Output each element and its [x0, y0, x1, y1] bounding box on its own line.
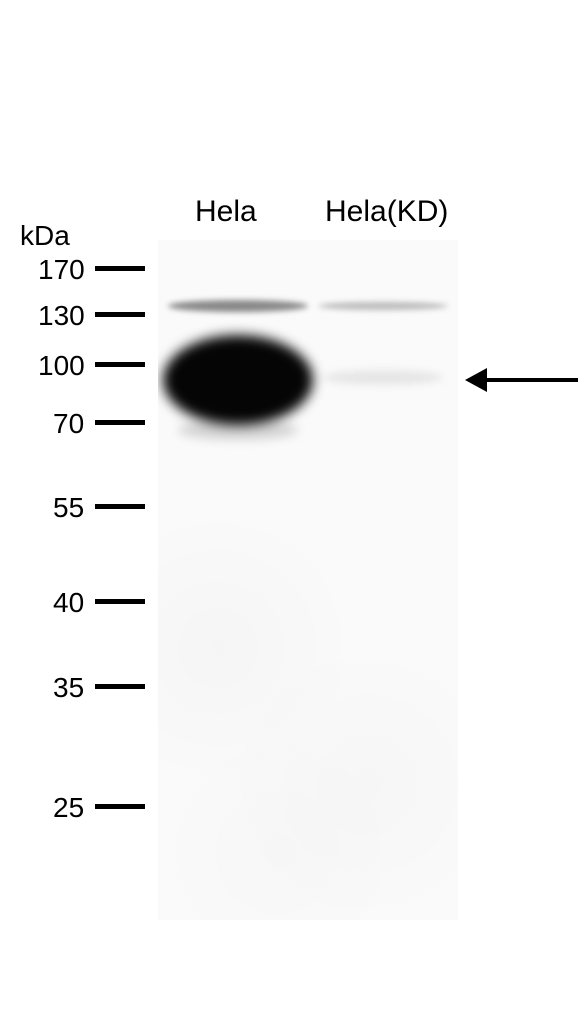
- marker-tick: [95, 684, 145, 689]
- band-helakd-0: [318, 302, 448, 310]
- blot-membrane: [158, 240, 458, 920]
- marker-label: 40: [53, 587, 84, 619]
- band-hela-0: [168, 300, 308, 312]
- marker-label: 55: [53, 492, 84, 524]
- marker-tick: [95, 362, 145, 367]
- marker-label: 170: [38, 254, 85, 286]
- marker-tick: [95, 804, 145, 809]
- band-helakd-1: [323, 370, 443, 385]
- lane-label-hela: Hela: [195, 195, 257, 229]
- marker-label: 100: [38, 350, 85, 382]
- band-hela-1: [163, 335, 313, 425]
- marker-label: 130: [38, 300, 85, 332]
- western-blot-figure: kDa Hela Hela(KD) 170 130 100 70 55 40 3…: [0, 0, 587, 1025]
- marker-tick: [95, 599, 145, 604]
- band-hela-2: [178, 420, 298, 440]
- marker-label: 70: [53, 408, 84, 440]
- lane-label-hela-kd: Hela(KD): [325, 195, 448, 229]
- marker-label: 35: [53, 672, 84, 704]
- marker-tick: [95, 312, 145, 317]
- marker-label: 25: [53, 792, 84, 824]
- marker-tick: [95, 420, 145, 425]
- unit-label: kDa: [20, 220, 70, 252]
- marker-tick: [95, 504, 145, 509]
- marker-tick: [95, 266, 145, 271]
- arrow-line: [483, 378, 578, 382]
